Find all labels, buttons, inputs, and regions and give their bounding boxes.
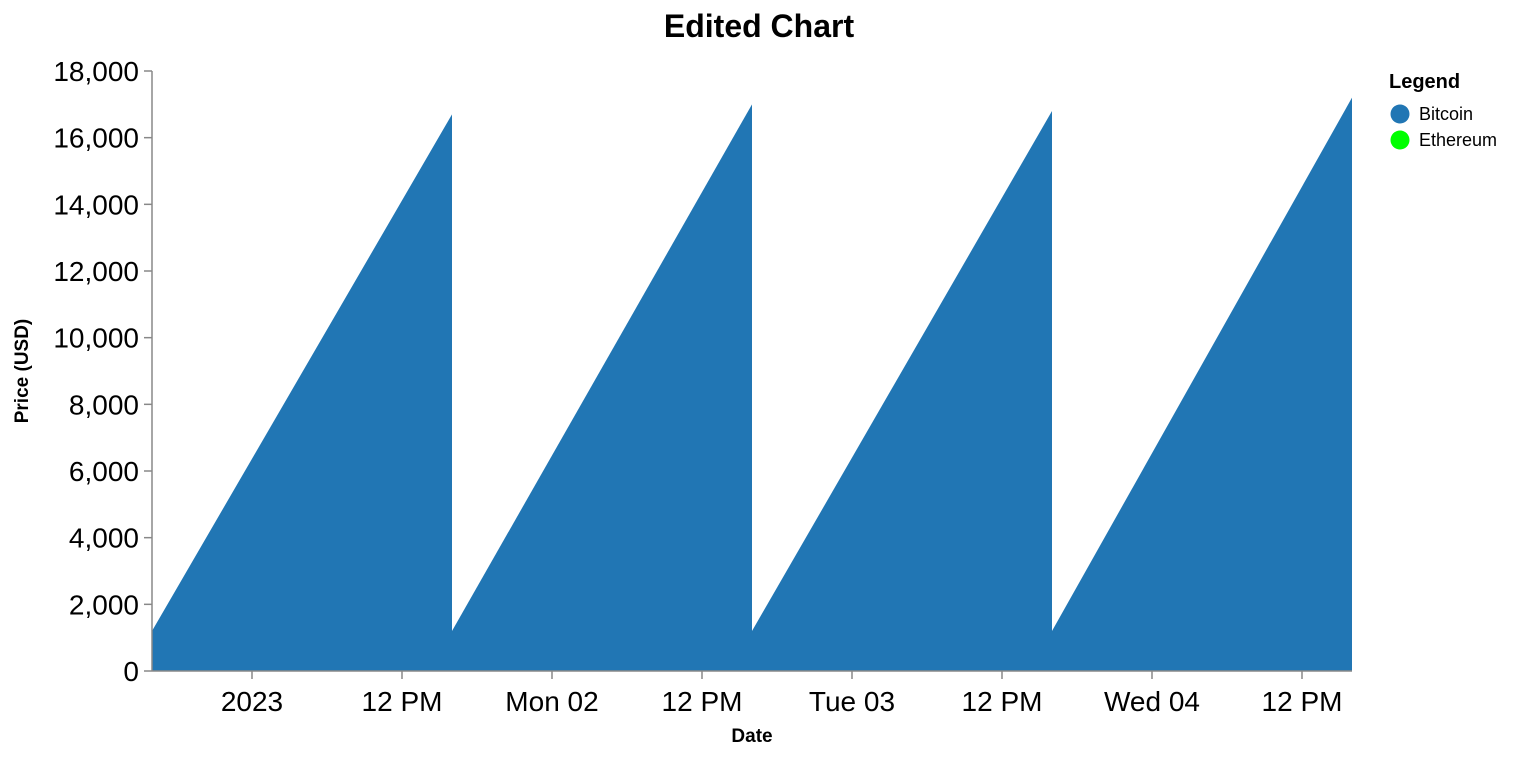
x-axis-title: Date: [731, 726, 772, 747]
x-tick-label: 12 PM: [962, 686, 1043, 717]
area-segment-4: [1052, 97, 1352, 671]
x-tick-label: 12 PM: [362, 686, 443, 717]
y-axis-title: Price (USD): [12, 319, 33, 424]
y-tick-label: 2,000: [69, 589, 139, 620]
y-axis: 0 2,000 4,000 6,000 8,000 10,000 12,000 14,000 1…: [53, 56, 153, 687]
area-segment-2: [452, 104, 752, 672]
plot-area: [152, 97, 1352, 672]
area-segment-1: [152, 114, 452, 672]
legend-swatch: [1390, 104, 1410, 124]
legend: Legend Bitcoin Ethereum: [1389, 71, 1497, 150]
x-tick-label: Wed 04: [1104, 686, 1200, 717]
x-tick-label: 12 PM: [1262, 686, 1343, 717]
x-tick-label: Mon 02: [505, 686, 598, 717]
y-tick-label: 8,000: [69, 389, 139, 420]
y-tick-label: 16,000: [53, 123, 139, 154]
y-tick-label: 14,000: [53, 189, 139, 220]
chart-title: Edited Chart: [664, 8, 855, 44]
area-segment-3: [752, 111, 1052, 671]
legend-label: Ethereum: [1419, 130, 1497, 150]
x-tick-label: 2023: [221, 686, 283, 717]
y-tick-label: 4,000: [69, 523, 139, 554]
legend-label: Bitcoin: [1419, 104, 1473, 124]
legend-swatch: [1390, 130, 1410, 150]
x-tick-label: 12 PM: [662, 686, 743, 717]
y-tick-label: 18,000: [53, 56, 139, 87]
y-tick-label: 12,000: [53, 256, 139, 287]
y-tick-label: 0: [123, 656, 139, 687]
x-axis: 2023 12 PM Mon 02 12 PM Tue 03 12 PM Wed 04 12 …: [152, 670, 1352, 717]
y-tick-label: 6,000: [69, 456, 139, 487]
legend-title: Legend: [1389, 71, 1460, 93]
y-tick-label: 10,000: [53, 323, 139, 354]
x-tick-label: Tue 03: [809, 686, 895, 717]
